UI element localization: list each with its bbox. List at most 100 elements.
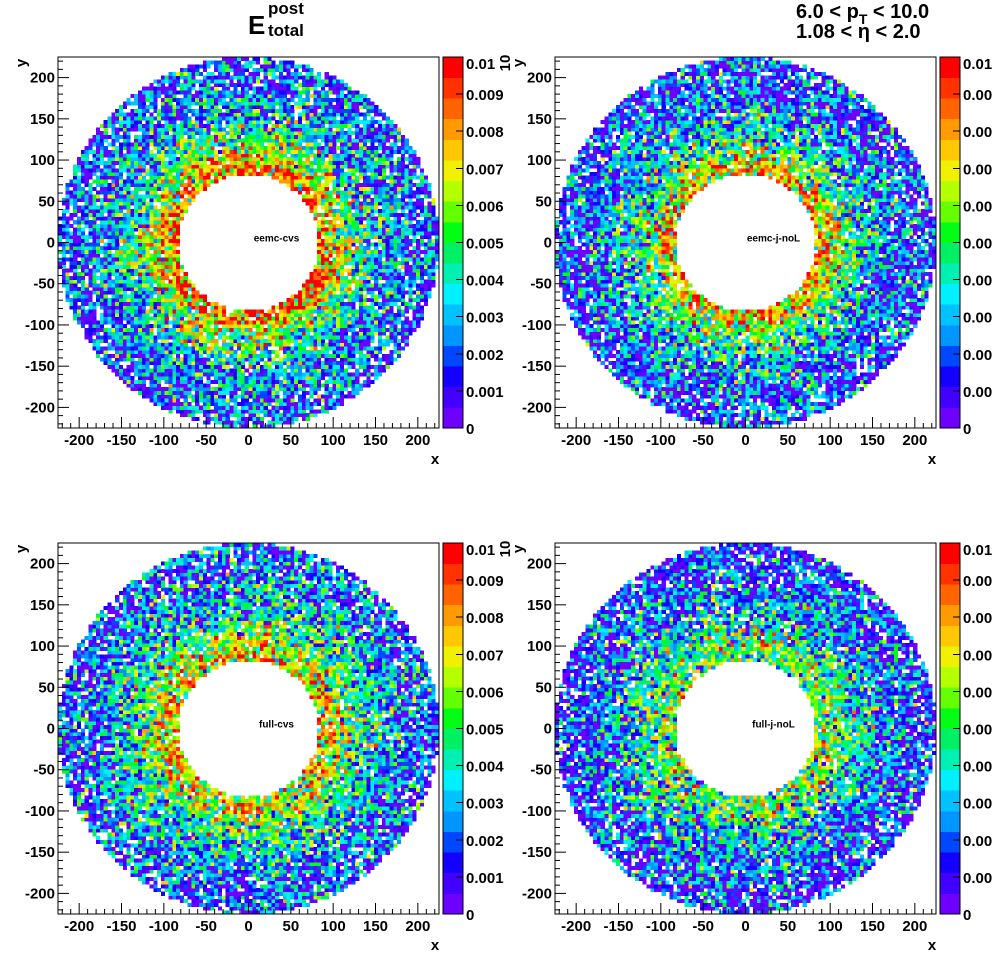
heatmap-cell xyxy=(252,101,257,106)
heatmap-cell xyxy=(172,201,177,206)
heatmap-cell xyxy=(336,223,341,228)
heatmap-cell xyxy=(351,394,356,399)
heatmap-cell xyxy=(301,97,306,102)
heatmap-cell xyxy=(164,138,169,143)
heatmap-cell xyxy=(278,357,284,362)
heatmap-cell xyxy=(160,112,165,117)
heatmap-cell xyxy=(214,390,219,395)
heatmap-cell xyxy=(339,261,345,266)
heatmap-cell xyxy=(290,60,295,65)
heatmap-cell xyxy=(225,75,230,80)
heatmap-cell xyxy=(202,357,207,362)
heatmap-cell xyxy=(145,376,150,381)
heatmap-cell xyxy=(233,390,238,395)
heatmap-cell xyxy=(73,316,78,321)
heatmap-cell xyxy=(282,127,287,132)
heatmap-cell xyxy=(84,298,89,303)
heatmap-cell xyxy=(339,387,345,392)
heatmap-cell xyxy=(99,157,105,162)
heatmap-cell xyxy=(126,146,131,151)
heatmap-cell xyxy=(149,105,154,110)
heatmap-cell xyxy=(88,316,93,321)
heatmap-cell xyxy=(332,294,337,299)
heatmap-cell xyxy=(191,75,196,80)
heatmap-cell xyxy=(73,209,78,214)
heatmap-cell xyxy=(248,149,253,154)
heatmap-cell xyxy=(206,398,211,403)
heatmap-cell xyxy=(160,405,165,410)
heatmap-cell xyxy=(210,364,215,369)
heatmap-cell xyxy=(187,301,192,306)
heatmap-cell xyxy=(320,116,325,121)
heatmap-cell xyxy=(282,309,287,314)
heatmap-cell xyxy=(138,112,143,117)
heatmap-cell xyxy=(153,394,158,399)
heatmap-cell xyxy=(305,279,310,284)
heatmap-cell xyxy=(111,290,116,295)
heatmap-cell xyxy=(176,331,181,336)
heatmap-cell xyxy=(115,272,120,277)
heatmap-cell xyxy=(160,190,165,195)
heatmap-cell xyxy=(256,108,261,113)
heatmap-cell xyxy=(237,138,242,143)
heatmap-cell xyxy=(275,138,280,143)
heatmap-cell xyxy=(233,97,238,102)
heatmap-cell xyxy=(103,298,108,303)
heatmap-cell xyxy=(244,68,249,73)
heatmap-cell xyxy=(282,79,287,84)
heatmap-cell xyxy=(130,279,135,284)
heatmap-cell xyxy=(141,331,146,336)
heatmap-cell xyxy=(172,86,177,91)
heatmap-cell xyxy=(259,405,265,410)
heatmap-cell xyxy=(286,331,291,336)
heatmap-cell xyxy=(294,157,299,162)
heatmap-cell xyxy=(172,108,177,113)
heatmap-cell xyxy=(88,235,93,240)
heatmap-cell xyxy=(164,342,169,347)
heatmap-cell xyxy=(263,168,268,173)
heatmap-cell xyxy=(286,127,291,132)
heatmap-cell xyxy=(122,294,127,299)
heatmap-cell xyxy=(286,86,291,91)
heatmap-cell xyxy=(252,346,257,351)
heatmap-cell xyxy=(168,268,173,273)
heatmap-cell xyxy=(237,324,242,329)
heatmap-cell xyxy=(187,335,192,340)
heatmap-cell xyxy=(187,94,192,99)
heatmap-cell xyxy=(324,153,329,158)
heatmap-cell xyxy=(107,120,112,125)
heatmap-cell xyxy=(290,346,295,351)
heatmap-cell xyxy=(69,231,74,236)
heatmap-cell xyxy=(122,120,127,125)
heatmap-cell xyxy=(286,357,291,362)
heatmap-cell xyxy=(256,97,261,102)
heatmap-cell xyxy=(233,68,238,73)
heatmap-cell xyxy=(183,197,188,202)
heatmap-cell xyxy=(157,364,162,369)
heatmap-cell xyxy=(122,223,127,228)
heatmap-cell xyxy=(343,160,348,165)
heatmap-cell xyxy=(134,361,139,366)
heatmap-cell xyxy=(267,101,272,106)
heatmap-cell xyxy=(221,331,226,336)
heatmap-cell xyxy=(126,183,131,188)
heatmap-cell xyxy=(259,79,265,84)
heatmap-cell xyxy=(153,324,158,329)
heatmap-cell xyxy=(195,290,200,295)
heatmap-cell xyxy=(210,86,215,91)
heatmap-cell xyxy=(130,309,135,314)
heatmap-cell xyxy=(313,305,318,310)
heatmap-cell xyxy=(176,79,181,84)
heatmap-cell xyxy=(65,257,70,262)
heatmap-cell xyxy=(313,268,318,273)
heatmap-cell xyxy=(187,353,192,358)
heatmap-cell xyxy=(122,212,127,217)
heatmap-cell xyxy=(141,123,146,128)
heatmap-cell xyxy=(149,264,154,269)
heatmap-cell xyxy=(298,127,303,132)
heatmap-cell xyxy=(134,298,139,303)
heatmap-cell xyxy=(332,168,337,173)
heatmap-cell xyxy=(336,97,341,102)
heatmap-cell xyxy=(183,142,188,147)
heatmap-cell xyxy=(153,101,158,106)
